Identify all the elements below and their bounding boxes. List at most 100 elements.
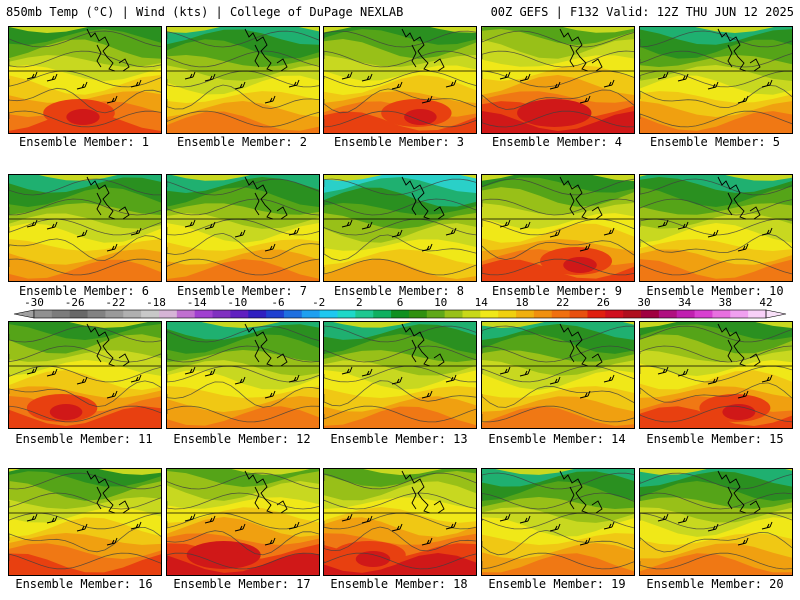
colorbar-tick-label: 6 (397, 296, 404, 309)
great-lakes-outline (86, 470, 130, 514)
contour-line (640, 30, 792, 48)
colorbar-swatch (123, 310, 142, 318)
contour-line (482, 405, 634, 423)
colorbar-swatch (658, 310, 678, 318)
colorbar-swatch (641, 310, 660, 318)
temperature-field (482, 27, 634, 133)
contour-line (9, 552, 161, 570)
wind-barb (341, 366, 353, 375)
colorbar-swatch (587, 310, 606, 318)
colorbar-swatch (266, 310, 285, 318)
contour-line (640, 472, 792, 490)
great-lakes-outline (717, 28, 761, 72)
wind-barb (677, 221, 689, 230)
header-right-title: 00Z GEFS | F132 Valid: 12Z THU JUN 12 20… (490, 5, 794, 19)
wind-barb (234, 523, 246, 532)
ensemble-member-map (323, 468, 477, 576)
contour-line (482, 325, 634, 343)
colorbar-swatch (212, 310, 231, 318)
great-lakes-outline (244, 176, 288, 220)
wind-barb (264, 95, 276, 104)
wind-barb (234, 81, 246, 90)
great-lakes-outline (86, 176, 130, 220)
ensemble-member-map (481, 321, 635, 429)
wind-barb (106, 537, 118, 546)
contour-line (482, 50, 634, 68)
wind-barb (204, 368, 216, 377)
ensemble-member-label: Ensemble Member: 11 (15, 432, 153, 446)
wind-barb (761, 521, 773, 530)
temperature-field (167, 27, 319, 133)
ensemble-member-label: Ensemble Member: 7 (176, 284, 308, 298)
contour-line (9, 110, 161, 128)
colorbar-swatch (337, 310, 356, 318)
temperature-field (9, 175, 161, 281)
colorbar-tick-label: -2 (312, 296, 325, 309)
temperature-field (640, 27, 792, 133)
colorbar-swatch (676, 310, 696, 318)
contour-line (9, 87, 161, 114)
wind-barb (26, 366, 38, 375)
contour-line (324, 472, 476, 490)
wind-barb (707, 376, 719, 385)
wind-barb (707, 523, 719, 532)
contour-line (640, 382, 792, 403)
wind-barb (106, 243, 118, 252)
wind-barb (264, 537, 276, 546)
contour-line (9, 405, 161, 423)
temperature-field (482, 175, 634, 281)
wind-barb (677, 368, 689, 377)
contour-line (9, 526, 161, 553)
contour-line (482, 110, 634, 128)
wind-barb (341, 71, 353, 80)
wind-barb (234, 376, 246, 385)
colorbar-swatch (694, 310, 713, 318)
wind-barb (707, 81, 719, 90)
wind-barb (204, 221, 216, 230)
ensemble-member-label: Ensemble Member: 18 (330, 577, 468, 591)
contour-line (482, 512, 634, 530)
great-lakes-outline (559, 28, 603, 72)
wind-barb (46, 221, 58, 230)
temperature-field (324, 469, 476, 575)
colorbar-swatch (444, 310, 463, 318)
temperature-band (167, 111, 319, 133)
warm-core-area (722, 404, 756, 420)
contour-line (324, 30, 476, 48)
warm-core-area (404, 109, 437, 125)
ensemble-member-label: Ensemble Member: 4 (491, 135, 623, 149)
great-lakes-outline (244, 28, 288, 72)
colorbar-swatch (87, 310, 106, 318)
wind-barb (391, 376, 403, 385)
wind-barb (76, 523, 88, 532)
warm-core-area (49, 404, 83, 420)
temperature-field (9, 27, 161, 133)
temperature-band (9, 259, 161, 281)
wind-barb (204, 515, 216, 524)
colorbar-swatch (194, 310, 214, 318)
temperature-band (324, 259, 476, 281)
ensemble-member-map (166, 26, 320, 134)
contour-line (482, 198, 634, 216)
contour-line (167, 345, 319, 363)
colorbar-swatch (498, 310, 517, 318)
contour-line (9, 492, 161, 510)
contour-line (640, 492, 792, 510)
colorbar-swatch (248, 310, 267, 318)
contour-line (324, 552, 476, 570)
contour-line (324, 526, 476, 552)
temperature-field (9, 469, 161, 575)
contour-line (482, 492, 634, 510)
contour-line (482, 178, 634, 196)
contour-line (482, 89, 634, 110)
ensemble-member-map (166, 468, 320, 576)
contour-line (9, 258, 161, 276)
contour-line (482, 218, 634, 236)
contour-line (640, 258, 792, 276)
colorbar-swatch (301, 310, 321, 318)
contour-line (9, 365, 161, 383)
temperature-field (324, 322, 476, 428)
contour-line (167, 365, 319, 383)
wind-barb (361, 221, 373, 230)
wind-barb (130, 521, 142, 530)
